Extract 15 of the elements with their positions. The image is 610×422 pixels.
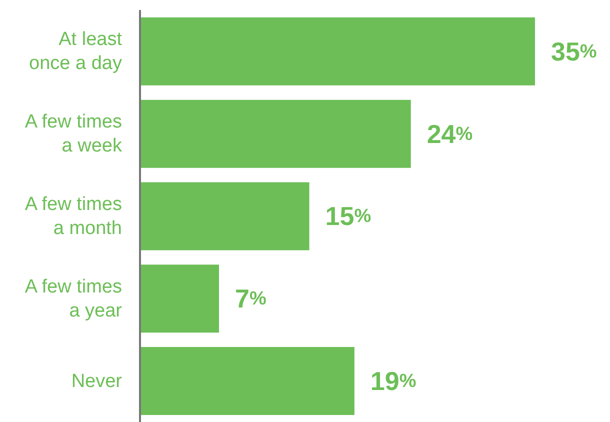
data-label: 35% (551, 36, 597, 66)
data-label: 19% (370, 366, 416, 396)
bar (140, 17, 535, 86)
data-label: 7% (235, 284, 266, 314)
y-tick-label: At least once a day (29, 28, 123, 74)
bar (140, 100, 411, 168)
y-tick-label: Never (71, 370, 123, 392)
bar (140, 347, 354, 416)
y-tick-label: A few times a month (24, 194, 122, 238)
y-tick-label: A few times a year (24, 276, 123, 321)
data-label: 24% (426, 118, 473, 149)
data-label: 15% (325, 201, 372, 232)
y-tick-label: A few times a week (24, 111, 122, 156)
bar (140, 264, 219, 333)
bar (140, 182, 310, 250)
